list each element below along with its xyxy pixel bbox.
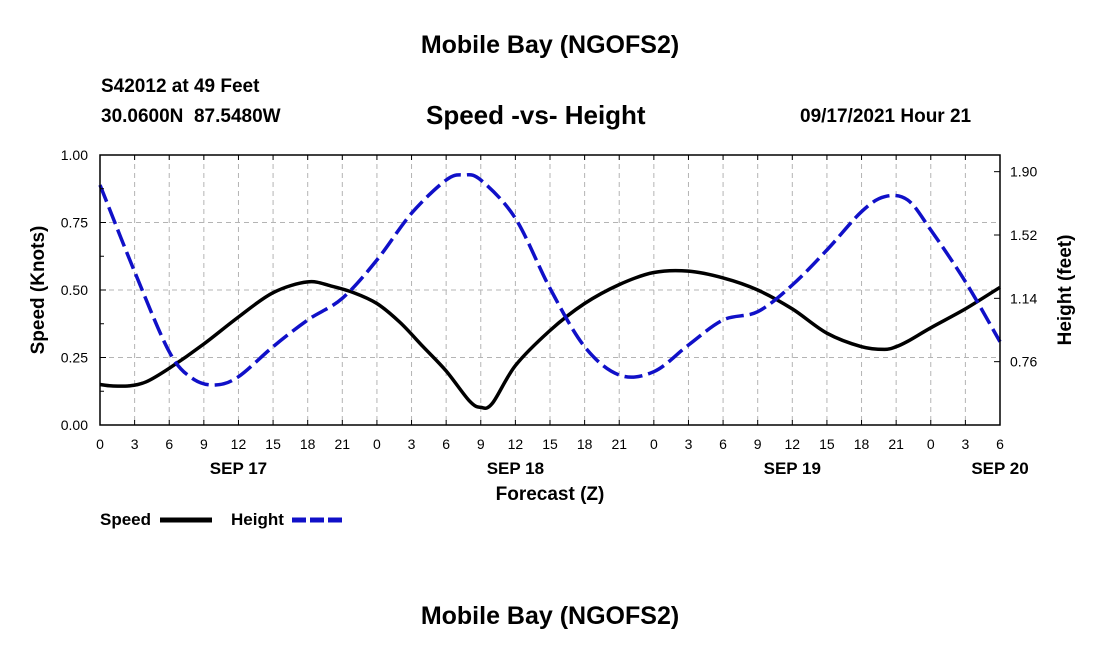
y-left-tick-label: 0.75 [61,215,88,231]
y-right-tick-label: 1.90 [1010,164,1037,180]
coordinates-label: 30.0600N 87.5480W [101,106,281,127]
date-label: SEP 17 [210,459,267,478]
y-left-tick-label: 1.00 [61,147,88,163]
footer-title: Mobile Bay (NGOFS2) [420,602,680,630]
y-right-tick-label: 1.14 [1010,290,1037,306]
x-tick-label: 3 [131,436,139,452]
y-right-tick-label: 1.52 [1010,227,1037,243]
x-tick-label: 3 [408,436,416,452]
x-tick-label: 0 [373,436,381,452]
y-axis-right-label: Height (feet) [1055,235,1076,346]
series-lines [98,172,1002,410]
y-left-tick-label: 0.25 [61,350,88,366]
x-tick-label: 0 [650,436,658,452]
x-tick-label: 6 [996,436,1004,452]
axes: 0 3 6 9 12 15 18 21 0 3 6 9 12 15 18 21 0 3 6 9 12 15 18 21 0 3 6 0… [61,147,1038,478]
x-tick-label: 9 [754,436,762,452]
forecast-datetime: 09/17/2021 Hour 21 [800,106,972,127]
x-tick-label: 21 [888,436,904,452]
legend-speed-label: Speed [100,510,151,529]
height-series-line [98,172,1002,387]
date-label: SEP 18 [487,459,544,478]
chart-subtitle: Speed -vs- Height [426,100,646,130]
y-axis-left-label: Speed (Knots) [28,226,49,355]
y-left-tick-label: 0.50 [61,282,88,298]
legend-height-label: Height [231,510,284,529]
station-label: S42012 at 49 Feet [101,76,260,97]
x-tick-label: 12 [785,436,801,452]
x-tick-label: 0 [96,436,104,452]
page-title: Mobile Bay (NGOFS2) [420,31,680,59]
x-tick-label: 15 [542,436,558,452]
x-tick-label: 6 [719,436,727,452]
legend: Speed Height [100,510,342,529]
x-tick-label: 9 [200,436,208,452]
grid-lines [100,155,1000,425]
x-tick-label: 3 [685,436,693,452]
y-right-tick-label: 0.76 [1010,354,1037,370]
x-tick-label: 18 [577,436,593,452]
x-tick-label: 0 [927,436,935,452]
x-tick-label: 9 [477,436,485,452]
x-tick-label: 21 [611,436,627,452]
date-label: SEP 20 [971,459,1028,478]
x-tick-label: 12 [508,436,524,452]
x-tick-label: 15 [819,436,835,452]
x-tick-label: 12 [231,436,247,452]
x-tick-label: 21 [335,436,351,452]
x-tick-label: 18 [300,436,316,452]
x-tick-label: 6 [442,436,450,452]
date-label: SEP 19 [764,459,821,478]
y-left-tick-label: 0.00 [61,417,88,433]
x-axis-label: Forecast (Z) [496,484,605,505]
x-tick-label: 15 [265,436,281,452]
x-tick-label: 3 [961,436,969,452]
x-tick-label: 18 [854,436,870,452]
x-tick-label: 6 [165,436,173,452]
speed-series-line [99,268,1001,410]
